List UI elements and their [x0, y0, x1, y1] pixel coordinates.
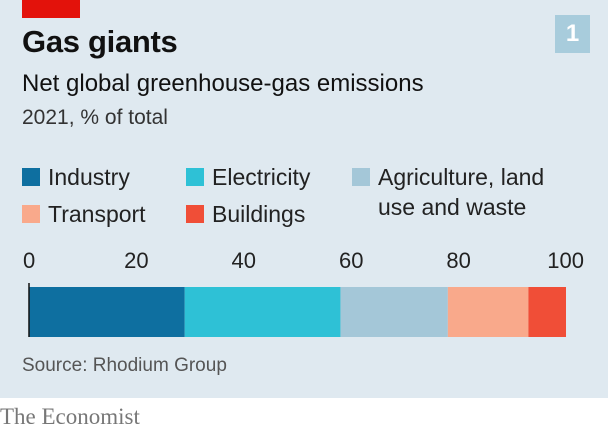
legend-item-agriculture: Agriculture, land use and waste — [352, 162, 544, 222]
legend-label-transport: Transport — [48, 201, 146, 227]
legend-swatch-buildings — [186, 205, 204, 223]
x-tick-label-60: 60 — [339, 248, 363, 273]
legend-label-agriculture: Agriculture, land use and waste — [378, 164, 545, 220]
legend-swatch-industry — [22, 168, 40, 186]
legend-item-buildings: Buildings — [186, 199, 305, 229]
bar-segment-transport — [447, 287, 529, 337]
x-tick-label-20: 20 — [124, 248, 148, 273]
x-tick-label-100: 100 — [547, 248, 584, 273]
legend-label-industry: Industry — [48, 164, 130, 190]
chart-unit-line: 2021, % of total — [22, 106, 168, 129]
bar-segment-agriculture — [340, 287, 448, 337]
stacked-bar-chart: 0 20 40 60 80 100 — [23, 248, 584, 337]
legend-swatch-agriculture — [352, 168, 370, 186]
x-tick-label-40: 40 — [232, 248, 256, 273]
legend-label-buildings: Buildings — [212, 201, 306, 227]
brand-red-tag — [22, 0, 80, 18]
legend-label-electricity: Electricity — [212, 164, 311, 190]
bar-segment-buildings — [528, 287, 566, 337]
chart-title: Gas giants — [22, 24, 178, 59]
x-tick-label-0: 0 — [23, 248, 35, 273]
legend-swatch-electricity — [186, 168, 204, 186]
legend-item-industry: Industry — [22, 162, 130, 192]
x-tick-label-80: 80 — [446, 248, 470, 273]
chart-subtitle: Net global greenhouse-gas emissions — [22, 70, 424, 97]
bar-segment-industry — [29, 287, 185, 337]
legend-item-electricity: Electricity — [186, 162, 310, 192]
source-note: Source: Rhodium Group — [22, 355, 227, 376]
legend-item-transport: Transport — [22, 199, 146, 229]
legend-swatch-transport — [22, 205, 40, 223]
bar-segment-electricity — [184, 287, 341, 337]
publisher-brand: The Economist — [0, 404, 140, 429]
chart-number-badge: 1 — [555, 15, 590, 53]
